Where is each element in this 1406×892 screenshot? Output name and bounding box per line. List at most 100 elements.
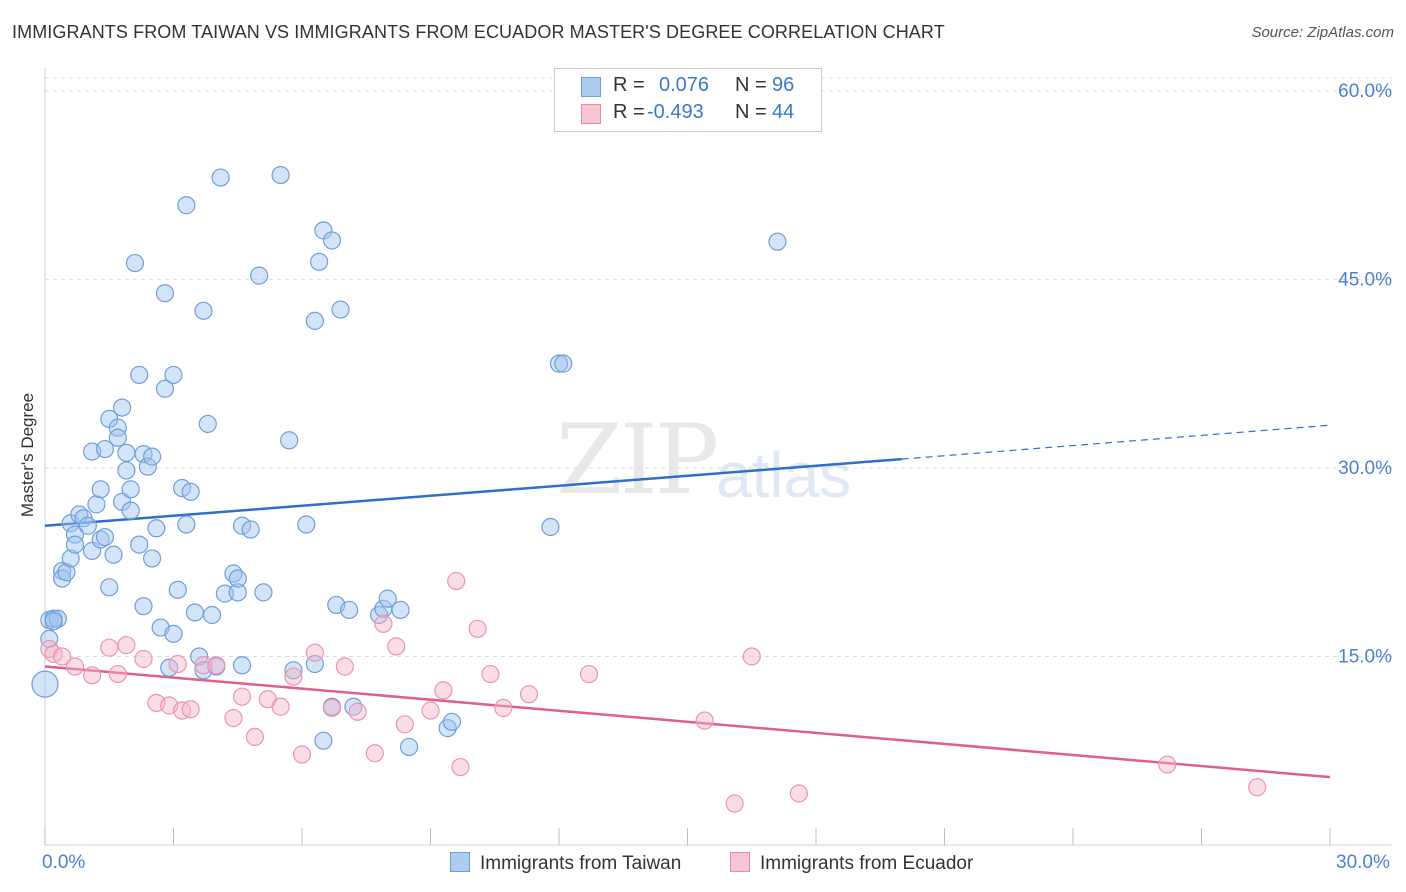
taiwan-point <box>271 165 290 185</box>
ecuador-point <box>134 649 153 669</box>
taiwan-point <box>442 712 462 731</box>
correlation-legend: R = 0.076 N = 96 R = -0.493 N = 44 <box>554 68 822 132</box>
ecuador-point <box>305 643 324 662</box>
taiwan-point <box>155 284 175 303</box>
taiwan-point <box>61 549 80 568</box>
taiwan-point <box>117 443 136 462</box>
legend-item-taiwan[interactable]: Immigrants from Taiwan <box>450 852 681 875</box>
taiwan-point <box>554 354 573 373</box>
taiwan-point <box>164 365 183 385</box>
taiwan-point <box>108 418 127 437</box>
ecuador-point <box>53 647 72 666</box>
y-tick-label: 60.0% <box>1338 81 1392 102</box>
ecuador-point <box>387 637 406 656</box>
taiwan-point <box>202 605 222 625</box>
taiwan-point <box>44 612 63 631</box>
ecuador-point <box>374 614 393 633</box>
ecuador-point <box>519 685 539 704</box>
y-tick-label: 30.0% <box>1338 458 1392 479</box>
ecuador-swatch <box>581 104 601 124</box>
r-label: R = <box>613 74 645 96</box>
ecuador-point <box>579 664 599 684</box>
taiwan-point <box>125 253 145 273</box>
taiwan-point <box>340 600 359 620</box>
taiwan-point <box>228 569 247 588</box>
taiwan-point <box>112 398 132 417</box>
taiwan-point <box>31 670 59 698</box>
taiwan-point <box>91 480 110 499</box>
ecuador-point <box>271 697 290 716</box>
taiwan-point <box>181 482 200 501</box>
ecuador-point <box>83 666 102 685</box>
ecuador-point <box>434 681 453 700</box>
y-tick-label: 15.0% <box>1338 646 1392 667</box>
ecuador-point <box>245 727 264 747</box>
ecuador-point <box>789 784 808 803</box>
r-value: 0.076 <box>659 74 710 96</box>
ecuador-point <box>395 715 414 734</box>
ecuador-point <box>695 711 714 730</box>
y-axis-label: Master's Degree <box>18 392 37 518</box>
taiwan-point <box>108 428 127 447</box>
taiwan-point <box>190 647 209 666</box>
grid-lines <box>45 77 1392 657</box>
n-label: N = <box>735 74 767 96</box>
taiwan-point <box>121 480 140 499</box>
watermark-zip: ZIP <box>556 404 719 516</box>
taiwan-point <box>768 232 787 251</box>
ecuador-point <box>1158 755 1177 774</box>
x-tick-label-min: 0.0% <box>42 852 86 873</box>
taiwan-point <box>305 311 324 330</box>
taiwan-point <box>117 461 136 480</box>
ecuador-point <box>194 656 213 675</box>
ecuador-point <box>494 698 513 718</box>
ecuador-point <box>168 654 187 674</box>
ecuador-point <box>421 701 440 720</box>
ecuador-point <box>322 698 342 718</box>
taiwan-point <box>297 515 316 534</box>
legend-label-taiwan: Immigrants from Taiwan <box>480 853 682 874</box>
data-points <box>31 165 1267 813</box>
taiwan-point <box>87 495 106 514</box>
ecuador-point <box>117 636 136 655</box>
taiwan-point <box>134 597 153 616</box>
chart-title: IMMIGRANTS FROM TAIWAN VS IMMIGRANTS FRO… <box>12 22 945 42</box>
taiwan-point <box>168 580 187 599</box>
taiwan-swatch <box>581 77 601 97</box>
taiwan-point <box>314 731 333 750</box>
taiwan-point <box>164 624 183 643</box>
taiwan-point <box>65 525 85 544</box>
n-label: N = <box>735 101 767 123</box>
taiwan-point <box>155 379 175 398</box>
taiwan-legend-swatch <box>450 852 470 872</box>
ecuador-point <box>468 619 487 638</box>
taiwan-point <box>95 439 115 459</box>
taiwan-point <box>185 603 205 622</box>
taiwan-point <box>130 535 149 554</box>
taiwan-point <box>284 661 303 680</box>
taiwan-point <box>40 629 59 648</box>
y-tick-label: 45.0% <box>1338 269 1392 290</box>
ecuador-point <box>232 687 252 706</box>
ecuador-point <box>481 664 500 684</box>
taiwan-point <box>147 519 166 538</box>
n-value: 96 <box>772 74 795 96</box>
legend-label-ecuador: Immigrants from Ecuador <box>760 853 974 874</box>
taiwan-point <box>232 656 252 675</box>
taiwan-point <box>95 527 115 547</box>
taiwan-point <box>100 578 119 597</box>
taiwan-point <box>172 478 192 498</box>
taiwan-point <box>322 231 342 250</box>
taiwan-point <box>232 516 252 535</box>
x-tick-label-max: 30.0% <box>1336 852 1390 873</box>
ecuador-legend-swatch <box>730 852 750 872</box>
taiwan-point <box>198 414 217 434</box>
ecuador-point <box>181 700 200 719</box>
taiwan-point <box>331 300 350 319</box>
ecuador-point <box>292 745 312 764</box>
taiwan-point <box>104 545 123 564</box>
r-label: R = <box>613 101 645 123</box>
taiwan-point <box>310 252 329 271</box>
legend-item-ecuador[interactable]: Immigrants from Ecuador <box>730 852 973 875</box>
taiwan-point <box>241 520 260 539</box>
